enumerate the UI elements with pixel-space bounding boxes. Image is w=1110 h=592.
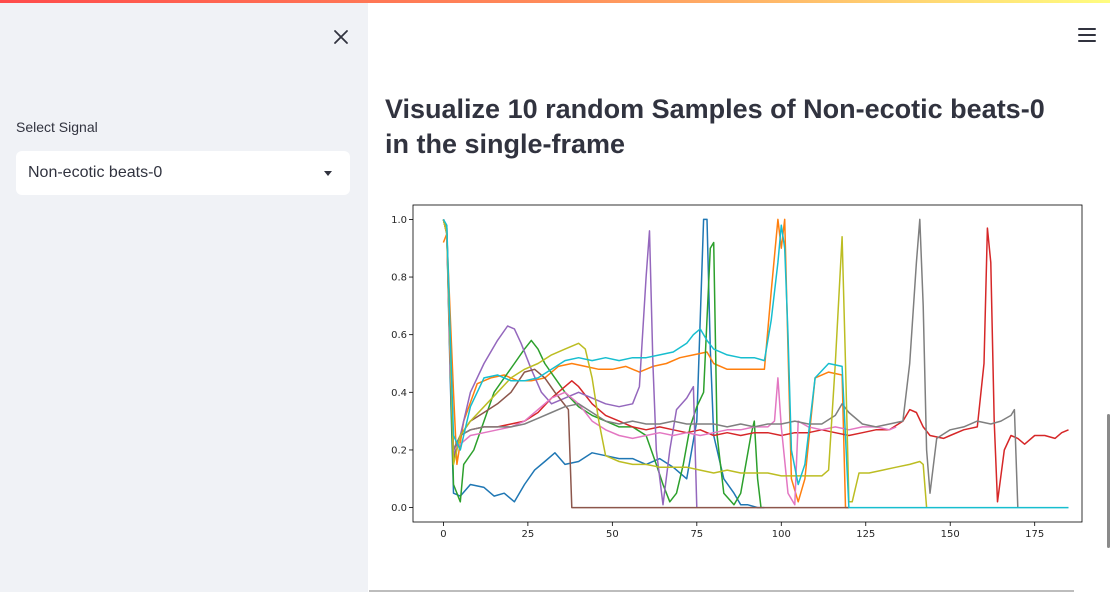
x-tick-label: 150 — [941, 529, 960, 540]
x-tick-label: 0 — [440, 529, 446, 540]
select-signal-label: Select Signal — [16, 119, 98, 135]
y-tick-label: 0.2 — [391, 445, 407, 456]
series-line-3 — [442, 219, 1069, 503]
x-tick-label: 25 — [522, 529, 535, 540]
y-tick-label: 0.0 — [391, 503, 407, 514]
bottom-divider — [369, 590, 1074, 592]
signal-chart: 0 25 50 75 100 125 150 175 0.0 0.2 0.4 0.6 0.8 1.0 — [383, 204, 1083, 544]
signal-select[interactable]: Non-ecotic beats-0 — [16, 151, 350, 195]
sidebar: Select Signal Non-ecotic beats-0 — [0, 0, 368, 592]
signal-chart-svg: 0 25 50 75 100 125 150 175 0.0 0.2 0.4 0.6 0.8 1.0 — [391, 204, 1083, 540]
page-title: Visualize 10 random Samples of Non-ecoti… — [385, 94, 1045, 159]
hamburger-line — [1078, 34, 1096, 36]
caret-down-icon — [324, 170, 332, 176]
top-decoration-bar — [0, 0, 1110, 3]
signal-select-value: Non-ecotic beats-0 — [28, 164, 163, 181]
series-line-6 — [442, 219, 897, 506]
series-line-7 — [442, 218, 1019, 508]
series-line-8 — [442, 219, 928, 508]
close-sidebar-button[interactable] — [328, 24, 354, 50]
main-menu-button[interactable] — [1076, 26, 1098, 44]
x-tick-label: 100 — [772, 529, 791, 540]
main-content: Visualize 10 random Samples of Non-ecoti… — [368, 0, 1110, 592]
y-tick-label: 1.0 — [391, 215, 407, 226]
x-tick-label: 50 — [606, 529, 619, 540]
y-tick-label: 0.6 — [391, 330, 407, 341]
plot-frame — [412, 204, 1083, 523]
close-icon — [334, 30, 348, 44]
x-tick-label: 125 — [856, 529, 875, 540]
y-tick-label: 0.8 — [391, 273, 407, 284]
x-tick-label: 75 — [690, 529, 703, 540]
series-line-2 — [442, 219, 762, 508]
hamburger-line — [1078, 40, 1096, 42]
series-line-4 — [442, 219, 698, 508]
hamburger-menu-icon — [1078, 28, 1096, 30]
y-tick-label: 0.4 — [391, 388, 407, 399]
scrollbar-thumb[interactable] — [1107, 414, 1110, 548]
x-tick-label: 175 — [1025, 529, 1044, 540]
series-line-9 — [442, 219, 1069, 509]
